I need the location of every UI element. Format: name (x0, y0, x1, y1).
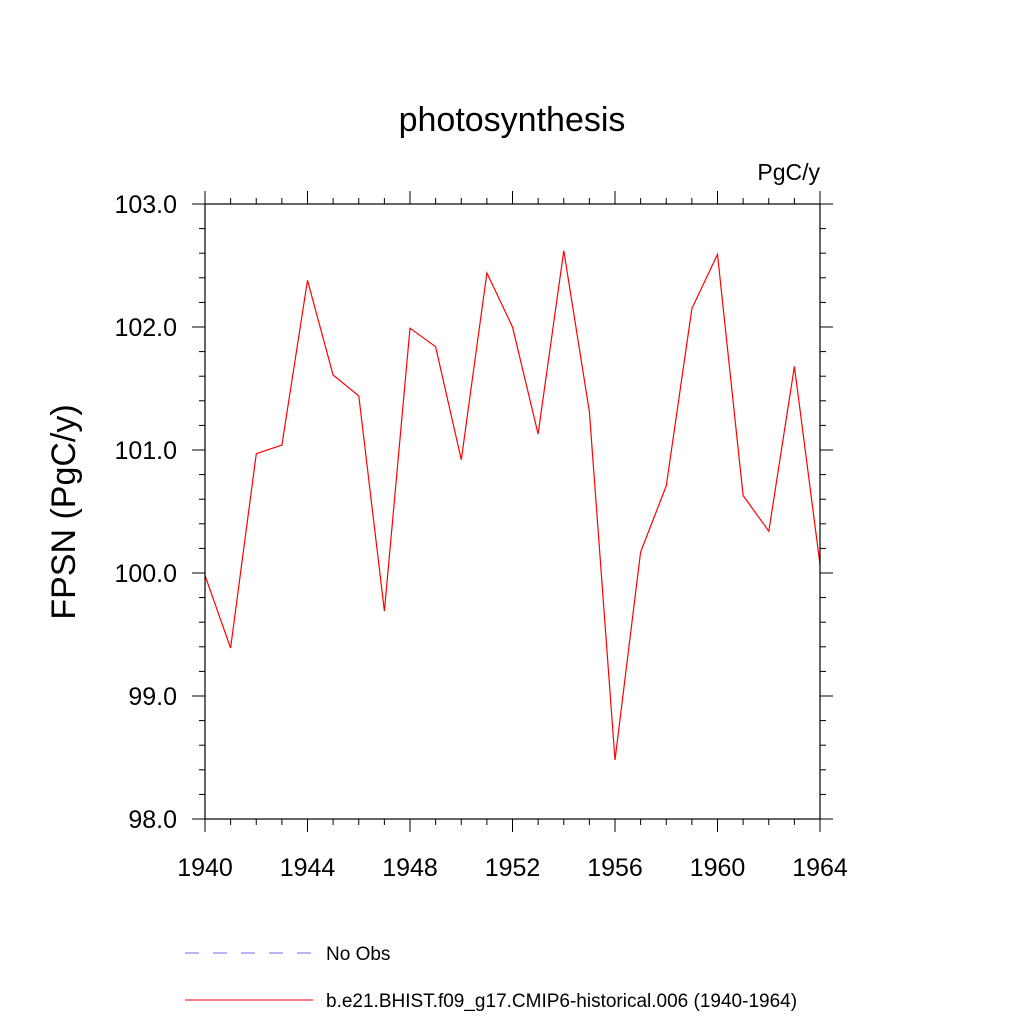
y-axis-label: FPSN (PgC/y) (45, 404, 83, 619)
x-tick-label: 1964 (792, 854, 848, 882)
y-tick-label: 100.0 (114, 560, 177, 588)
x-tick-label: 1944 (280, 854, 336, 882)
axis-tick-labels: 1940 1944 1948 1952 1956 1960 1964 98.0 99.0 100.… (114, 191, 847, 882)
y-tick-label: 103.0 (114, 191, 177, 219)
series-group (204, 250, 821, 761)
series-line (204, 250, 821, 761)
y-tick-label: 99.0 (128, 683, 177, 711)
x-tick-label: 1948 (382, 854, 438, 882)
legend-label-no-obs: No Obs (326, 944, 390, 965)
x-tick-label: 1960 (690, 854, 746, 882)
axis-ticks (192, 191, 833, 832)
x-tick-label: 1940 (177, 854, 233, 882)
x-tick-label: 1952 (485, 854, 541, 882)
chart-title: photosynthesis (399, 101, 626, 139)
units-label: PgC/y (757, 159, 820, 185)
y-tick-label: 102.0 (114, 314, 177, 342)
legend: No Obs b.e21.BHIST.f09_g17.CMIP6-histori… (185, 944, 797, 1012)
legend-label-series: b.e21.BHIST.f09_g17.CMIP6-historical.006… (326, 991, 797, 1012)
plot-frame (204, 203, 821, 820)
y-tick-label: 101.0 (114, 437, 177, 465)
x-tick-label: 1956 (587, 854, 643, 882)
y-tick-label: 98.0 (128, 806, 177, 834)
